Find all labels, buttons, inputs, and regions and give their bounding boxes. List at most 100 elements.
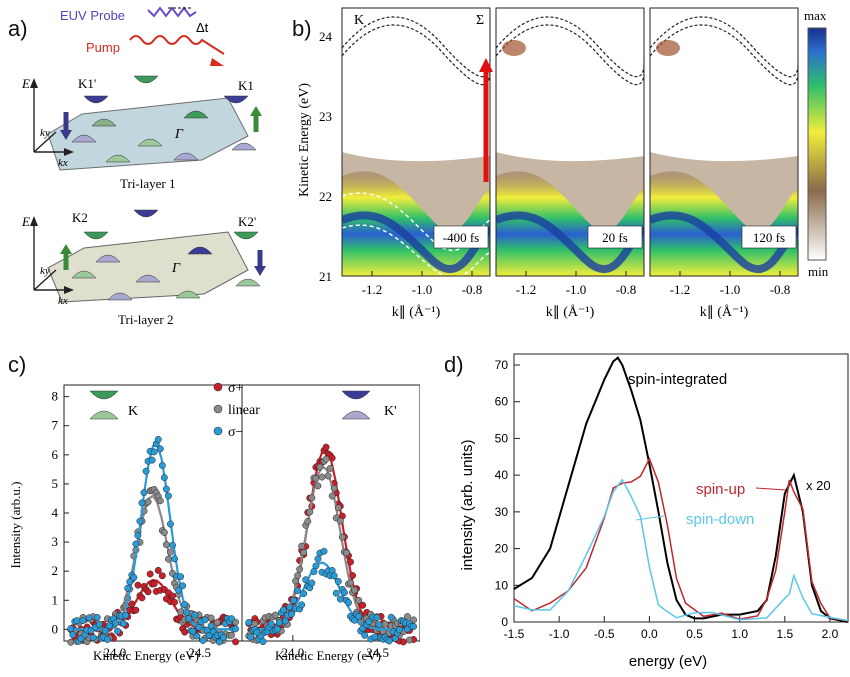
panel-c-chart: Intensity (arb.u.) 24.0 24.5 0 1 2 3 4 5 6 7 8 24.… [8, 381, 420, 663]
valley-cone [71, 270, 97, 279]
c-data-point [162, 485, 170, 493]
d-annot-spin-integrated: spin-integrated [628, 371, 727, 388]
probe-label: EUV Probe [60, 8, 125, 23]
c-valley-icon [341, 410, 371, 420]
c-data-point [267, 620, 275, 628]
c-data-point [314, 482, 322, 490]
b-delay-box [741, 225, 797, 249]
b-excited-population [656, 40, 680, 56]
c-data-point [177, 573, 185, 581]
c-data-point [334, 577, 342, 585]
b-delay-label: -400 fs [443, 230, 479, 245]
c-data-point [385, 637, 393, 645]
c-fit-curve [72, 443, 234, 631]
d-ytick-label: 70 [495, 358, 509, 372]
valley-cone [107, 292, 133, 301]
b-ytick-label: 24 [319, 29, 333, 44]
c-data-point [395, 626, 403, 634]
c-plot-frame [241, 384, 420, 642]
b-cb-dashed [650, 24, 798, 86]
c-data-point [355, 596, 363, 604]
valley-cone [105, 154, 131, 163]
b-map-3 [650, 8, 798, 276]
c-right-xlabel: Kinetic Energy (eV) [275, 648, 381, 663]
valley-cone [83, 95, 109, 104]
c-data-point [322, 455, 330, 463]
b-cb-dashed [496, 24, 644, 86]
d-xtick-label: -1.5 [504, 627, 525, 641]
b-map-frame [649, 7, 799, 277]
c-data-point [112, 619, 119, 627]
c-data-point [67, 638, 75, 646]
c-data-point [340, 589, 348, 597]
c-data-point [95, 620, 103, 628]
c-data-point [232, 638, 240, 646]
c-data-point [298, 542, 306, 550]
c-data-point [122, 611, 130, 619]
d-ytick-label: 30 [495, 505, 509, 519]
d-ytick-label: 40 [495, 468, 509, 482]
c-data-point [351, 586, 359, 594]
valley-cone [175, 290, 201, 299]
c-data-point [373, 614, 381, 622]
c-data-point [288, 610, 295, 618]
tri1-gamma: Γ [174, 127, 184, 142]
c-data-point [177, 608, 185, 616]
d-xtick-label: -1.0 [549, 627, 570, 641]
c-data-point [160, 529, 168, 536]
c-data-point [189, 627, 197, 635]
panel-a-label: a) [8, 16, 28, 41]
c-data-point [146, 570, 154, 578]
b-valence-band [650, 171, 798, 276]
c-data-point [67, 625, 75, 633]
b-xtick-label: -1.0 [412, 282, 433, 297]
b-ytick-label: 21 [319, 269, 332, 284]
c-data-point [328, 492, 336, 500]
c-data-point [381, 620, 389, 628]
c-valley-icon [341, 390, 371, 400]
c-data-point [359, 601, 367, 609]
c-data-point [103, 636, 111, 643]
tri-layer-2-diagram: E ky kx K2 K2' Γ Tri-layer 2 [21, 210, 266, 327]
c-xtick-label: 24.0 [281, 645, 304, 660]
c-data-point [183, 608, 191, 616]
d-annot-spin-down: spin-down [686, 511, 754, 528]
valley-cone [133, 75, 159, 84]
b-xlabel: k∥ (Å⁻¹) [392, 304, 441, 320]
d-line-spin-up [513, 457, 849, 622]
tri1-axis-kx: kx [58, 157, 68, 169]
c-data-point [355, 613, 363, 620]
c-data-point [279, 606, 287, 614]
probe-wave [147, 6, 197, 18]
valley-cone [223, 95, 249, 104]
c-data-point [201, 616, 209, 624]
c-data-point [318, 473, 326, 481]
b-ytick-label: 23 [319, 109, 332, 124]
b-colorbar-max: max [804, 8, 827, 23]
c-data-point [404, 613, 411, 621]
c-data-point [294, 572, 302, 580]
c-data-point [410, 623, 418, 630]
c-data-point [290, 596, 297, 604]
c-data-point [259, 638, 267, 646]
tri2-axis-kx: kx [58, 295, 68, 307]
legend-linear: linear [228, 403, 260, 418]
b-xtick-label: -1.2 [670, 282, 691, 297]
c-data-point [207, 614, 215, 622]
c-data-point [169, 541, 176, 549]
c-data-point [140, 489, 148, 497]
c-data-point [144, 498, 152, 506]
c-data-point [150, 448, 158, 456]
b-xtick-label: -1.0 [720, 282, 741, 297]
b-point-k: K [354, 13, 364, 28]
c-data-point [134, 532, 142, 540]
c-data-point [281, 617, 289, 625]
tri2-gamma: Γ [171, 261, 181, 276]
c-data-point [302, 576, 310, 584]
c-data-point [328, 454, 336, 462]
c-data-point [179, 582, 187, 590]
panel-d-label: d) [444, 352, 464, 377]
c-data-point [154, 435, 162, 443]
d-xtick-label: 0.0 [641, 627, 658, 641]
c-data-point [387, 613, 395, 621]
